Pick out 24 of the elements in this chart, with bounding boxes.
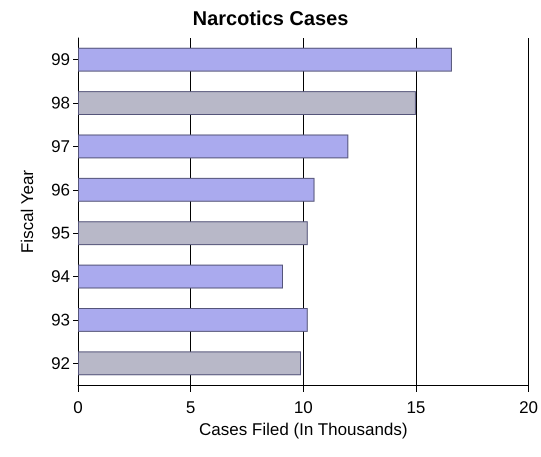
x-tick-label: 20: [519, 398, 538, 417]
y-tick-label: 96: [51, 180, 70, 200]
x-tick-label: 15: [406, 398, 426, 417]
chart-title: Narcotics Cases: [192, 8, 348, 30]
x-tick-label: 5: [186, 398, 196, 417]
y-axis-title: Fiscal Year: [18, 170, 37, 254]
bar: [78, 134, 348, 158]
y-tick-label: 94: [51, 267, 70, 286]
y-tick-label: 99: [51, 50, 70, 70]
bar: [78, 351, 302, 376]
x-tick-label: 10: [294, 398, 313, 417]
bar: [78, 308, 308, 332]
bar: [78, 221, 308, 246]
bar: [78, 264, 283, 288]
x-axis-title: Cases Filed (In Thousands): [199, 420, 408, 439]
y-tick-label: 95: [51, 224, 70, 243]
y-tick-label: 92: [51, 354, 70, 373]
x-tick-label: 0: [73, 398, 83, 417]
bar: [78, 178, 315, 202]
y-tick-label: 93: [51, 310, 70, 330]
bar: [78, 91, 416, 115]
bar: [78, 48, 452, 72]
y-tick-label: 97: [51, 136, 70, 156]
y-tick-label: 98: [51, 94, 70, 113]
